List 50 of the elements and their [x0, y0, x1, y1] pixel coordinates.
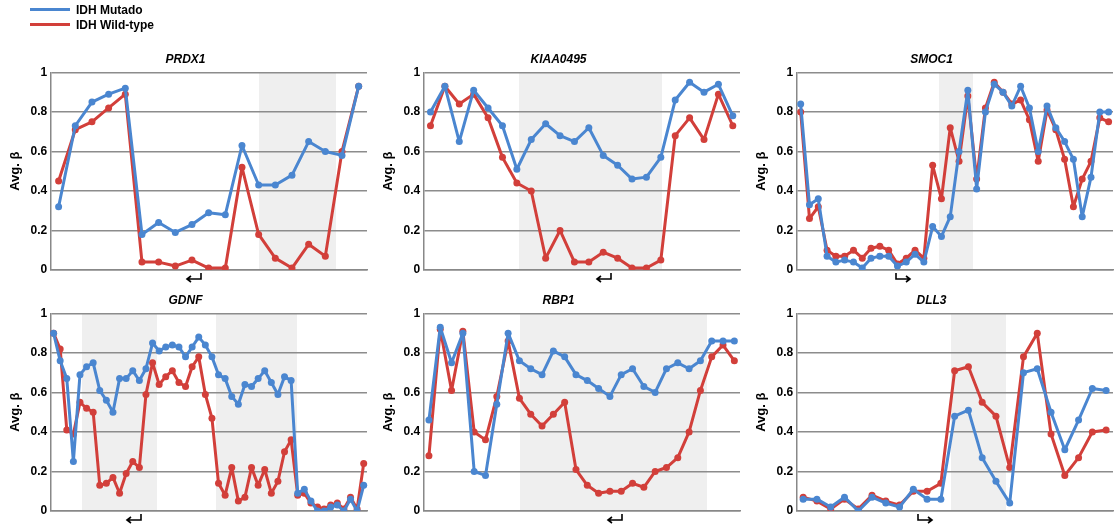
legend-label: IDH Wild-type — [76, 17, 154, 32]
y-tick-label: 0.8 — [30, 345, 48, 360]
y-tick-label: 0.4 — [30, 183, 48, 198]
y-tick-label: 0.6 — [30, 384, 48, 399]
chart-title: RBP1 — [542, 292, 575, 307]
y-tick-label: 1 — [40, 64, 48, 79]
y-tick-label: 0.4 — [403, 424, 421, 439]
y-tick-label: 0.6 — [776, 143, 794, 158]
y-axis-title: Avg. β — [380, 151, 396, 191]
chart-title: DLL3 — [916, 292, 947, 307]
legend-label: IDH Mutado — [76, 2, 143, 17]
y-tick-label: 0.8 — [776, 345, 794, 360]
y-tick-label: 0 — [413, 262, 421, 277]
y-tick-label: 0 — [786, 503, 794, 518]
y-tick-label: 0.4 — [776, 183, 794, 198]
y-axis-title: Avg. β — [380, 392, 396, 432]
y-tick-label: 0.6 — [403, 143, 421, 158]
y-axis-title: Avg. β — [7, 392, 23, 432]
y-tick-label: 0.2 — [776, 222, 794, 237]
y-tick-label: 0.4 — [30, 424, 48, 439]
y-tick-label: 0.8 — [403, 345, 421, 360]
y-tick-label: 0 — [40, 503, 48, 518]
y-tick-label: 0.6 — [30, 143, 48, 158]
y-tick-label: 0.8 — [30, 104, 48, 119]
y-tick-label: 0.6 — [403, 384, 421, 399]
y-tick-label: 1 — [786, 305, 794, 320]
y-tick-label: 0.8 — [776, 104, 794, 119]
chart-title: KIAA0495 — [530, 51, 587, 66]
y-axis-title: Avg. β — [753, 392, 769, 432]
y-tick-label: 1 — [413, 305, 421, 320]
chart-title: PRDX1 — [165, 51, 206, 66]
y-tick-label: 0.2 — [776, 463, 794, 478]
y-axis-title: Avg. β — [7, 151, 23, 191]
y-tick-label: 0.6 — [776, 384, 794, 399]
chart-title: GDNF — [168, 292, 204, 307]
y-tick-label: 0.2 — [30, 463, 48, 478]
y-tick-label: 0 — [40, 262, 48, 277]
y-tick-label: 0.2 — [403, 463, 421, 478]
y-tick-label: 0.4 — [403, 183, 421, 198]
y-tick-label: 0 — [413, 503, 421, 518]
y-tick-label: 0 — [786, 262, 794, 277]
y-tick-label: 0.4 — [776, 424, 794, 439]
y-tick-label: 0.2 — [30, 222, 48, 237]
y-tick-label: 1 — [40, 305, 48, 320]
chart-title: SMOC1 — [910, 51, 954, 66]
y-tick-label: 1 — [786, 64, 794, 79]
y-axis-title: Avg. β — [753, 151, 769, 191]
y-tick-label: 0.2 — [403, 222, 421, 237]
y-tick-label: 0.8 — [403, 104, 421, 119]
y-tick-label: 1 — [413, 64, 421, 79]
